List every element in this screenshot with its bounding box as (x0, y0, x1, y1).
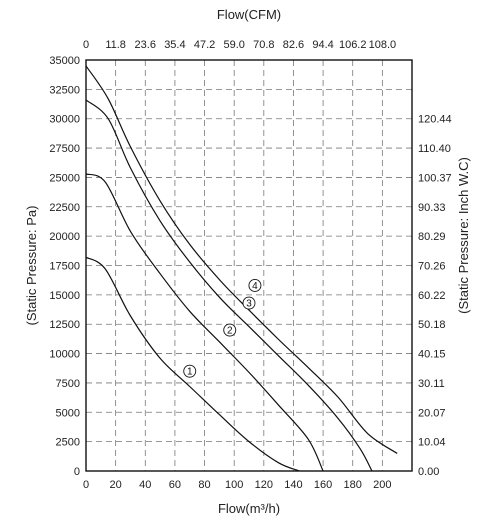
left-tick-label: 5000 (56, 407, 80, 419)
right-tick-label: 50.18 (418, 319, 446, 331)
curve-markers: 1 2 34 (183, 279, 262, 378)
curve-3 (85, 99, 373, 472)
top-tick-label: 94.4 (312, 39, 333, 51)
left-tick-label: 2500 (56, 437, 80, 449)
bottom-tick-label: 60 (169, 479, 181, 491)
performance-curves (85, 65, 398, 472)
top-tick-label: 106.2 (339, 39, 367, 51)
left-tick-label: 30000 (49, 114, 80, 126)
bottom-axis-title: Flow(m³/h) (218, 501, 280, 516)
left-tick-label: 20000 (49, 231, 80, 243)
bottom-tick-label: 180 (344, 479, 362, 491)
curve-marker-circle (223, 323, 237, 337)
right-tick-label: 80.29 (418, 231, 446, 243)
curve-marker-label: 1 (187, 367, 193, 378)
top-tick-label: 0 (83, 39, 89, 51)
top-tick-label: 59.0 (223, 39, 244, 51)
curve-4 (85, 65, 398, 454)
right-tick-label: 60.22 (418, 290, 446, 302)
bottom-tick-label: 200 (373, 479, 391, 491)
curve-marker-label: 2 (227, 326, 233, 337)
top-tick-label: 11.8 (105, 39, 126, 51)
top-tick-label: 70.8 (253, 39, 274, 51)
right-tick-label: 70.26 (418, 261, 446, 273)
bottom-tick-label: 160 (314, 479, 332, 491)
bottom-tick-label: 80 (198, 479, 210, 491)
right-tick-label: 100.37 (418, 172, 452, 184)
curve-marker-circle (248, 279, 262, 292)
grid (86, 60, 412, 471)
right-tick-label: 0.00 (418, 466, 439, 478)
bottom-tick-label: 140 (284, 479, 302, 491)
left-tick-label: 27500 (49, 143, 80, 155)
bottom-tick-label: 20 (110, 479, 122, 491)
right-tick-label: 30.11 (418, 378, 445, 390)
top-tick-label: 108.0 (369, 39, 397, 51)
plot-frame (85, 59, 413, 472)
left-axis-title: (Static Pressure: Pa) (24, 206, 39, 326)
top-tick-label: 47.2 (194, 39, 215, 51)
left-tick-label: 17500 (49, 261, 80, 273)
curve-marker-label: 3 (246, 299, 252, 310)
left-tick-label: 7500 (56, 378, 80, 390)
curve-marker-circle (183, 364, 197, 378)
right-tick-label: 20.07 (418, 407, 446, 419)
curve-marker-circle (242, 296, 256, 310)
curve-2 (85, 173, 324, 472)
right-tick-label: 120.44 (418, 114, 452, 126)
top-tick-label: 82.6 (283, 39, 304, 51)
right-tick-label: 40.15 (418, 349, 446, 361)
right-tick-label: 90.33 (418, 202, 446, 214)
left-tick-label: 25000 (49, 172, 80, 184)
left-tick-label: 22500 (49, 202, 80, 214)
bottom-tick-label: 100 (225, 479, 243, 491)
top-axis-title: Flow(CFM) (217, 7, 281, 22)
right-axis-title: (Static Pressure: Inch W.C) (456, 157, 471, 314)
left-tick-label: 15000 (49, 290, 80, 302)
left-tick-label: 35000 (49, 55, 80, 67)
bottom-tick-label: 0 (83, 479, 89, 491)
right-tick-label: 110.40 (418, 143, 451, 155)
left-tick-label: 32500 (49, 84, 80, 96)
axis-ticks: 0 20 40 60 80 100 120 140 160 180 2000250050007500… (49, 39, 451, 491)
right-tick-label: 10.04 (418, 437, 446, 449)
left-tick-label: 12500 (49, 319, 80, 331)
top-tick-label: 23.6 (135, 39, 156, 51)
top-tick-label: 35.4 (164, 39, 185, 51)
curve-1 (85, 256, 300, 472)
curve-marker-label: 4 (252, 281, 258, 292)
bottom-tick-label: 40 (139, 479, 151, 491)
left-tick-label: 0 (74, 466, 80, 478)
bottom-tick-label: 120 (255, 479, 273, 491)
left-tick-label: 10000 (49, 349, 80, 361)
